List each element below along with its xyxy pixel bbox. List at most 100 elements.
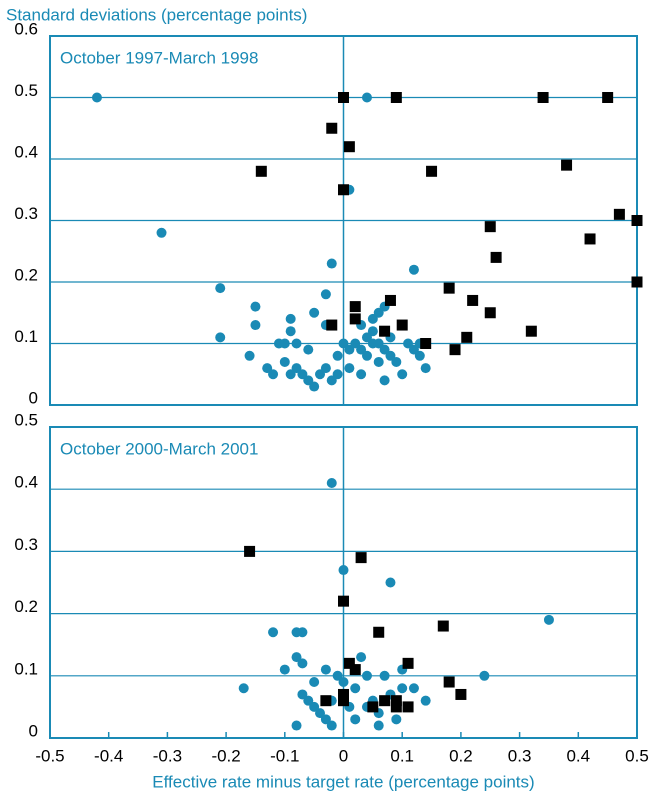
point (426, 165, 438, 177)
point (338, 184, 349, 196)
point (343, 141, 355, 153)
point (343, 657, 355, 669)
point (326, 477, 337, 488)
y-tick-label: 0.5 (14, 81, 38, 100)
point (250, 320, 261, 331)
point (385, 577, 396, 588)
point (320, 714, 331, 725)
point (309, 677, 320, 688)
point (367, 313, 378, 324)
point (490, 251, 502, 263)
point (244, 545, 256, 557)
point (420, 695, 431, 706)
point (332, 670, 343, 681)
point (437, 620, 449, 632)
point (291, 338, 302, 349)
point (361, 670, 372, 681)
point (379, 375, 390, 386)
point (373, 356, 384, 367)
point (332, 350, 343, 361)
point (250, 301, 261, 312)
point (349, 301, 361, 313)
point (584, 233, 596, 245)
point (303, 695, 314, 706)
point (397, 369, 408, 380)
y-tick-label: 0.3 (14, 204, 38, 223)
point (350, 683, 361, 694)
point (309, 307, 320, 318)
point (344, 363, 355, 374)
point (279, 664, 290, 675)
point (420, 338, 432, 349)
point (215, 283, 226, 294)
point (320, 363, 331, 374)
point (543, 614, 554, 625)
point (297, 658, 308, 669)
y-tick-label: 0.2 (14, 265, 38, 284)
point (326, 122, 338, 134)
point (268, 369, 279, 380)
point (291, 652, 302, 663)
point (320, 695, 332, 707)
point (355, 552, 367, 564)
point (379, 695, 391, 707)
x-tick-label: -0.1 (270, 746, 299, 765)
y-tick-label: 0.5 (14, 410, 38, 429)
x-tick-label: -0.5 (35, 746, 64, 765)
point (320, 664, 331, 675)
point (461, 331, 473, 343)
point (338, 695, 349, 707)
point (338, 92, 349, 103)
point (455, 688, 467, 700)
point (479, 670, 490, 681)
point (602, 92, 614, 103)
point (285, 369, 296, 380)
point (326, 258, 337, 269)
point (449, 344, 461, 356)
point (356, 369, 367, 380)
point (338, 688, 349, 700)
point (326, 319, 338, 331)
point (390, 695, 402, 707)
point (484, 307, 496, 319)
y-tick-label: 0.3 (14, 535, 38, 554)
point (373, 626, 385, 638)
x-tick-label: -0.4 (94, 746, 123, 765)
point (156, 227, 167, 238)
point (379, 670, 390, 681)
point (408, 683, 419, 694)
point (561, 159, 573, 171)
point (309, 701, 320, 712)
point (367, 701, 379, 713)
y-axis-label: Standard deviations (percentage points) (6, 5, 307, 24)
point (484, 221, 496, 233)
point (390, 92, 402, 103)
panel-title: October 1997-March 1998 (60, 48, 258, 67)
point (613, 208, 625, 220)
point (391, 356, 402, 367)
point (631, 215, 643, 226)
point (338, 595, 349, 607)
point (631, 276, 643, 288)
point (384, 294, 396, 306)
x-tick-label: 0.4 (566, 746, 590, 765)
point (356, 652, 367, 663)
panel-title: October 2000-March 2001 (60, 439, 258, 458)
point (273, 338, 284, 349)
y-tick-label: 0 (29, 388, 38, 407)
point (350, 714, 361, 725)
x-tick-label: 0.5 (625, 746, 649, 765)
point (91, 92, 102, 103)
point (303, 344, 314, 355)
y-tick-label: 0.1 (14, 659, 38, 678)
x-tick-label: 0 (339, 746, 348, 765)
x-tick-label: 0.1 (390, 746, 414, 765)
x-tick-label: -0.2 (211, 746, 240, 765)
y-tick-label: 0.2 (14, 597, 38, 616)
point (244, 350, 255, 361)
y-tick-label: 0 (29, 721, 38, 740)
point (443, 282, 455, 294)
point (397, 683, 408, 694)
point (414, 350, 425, 361)
point (525, 325, 537, 337)
